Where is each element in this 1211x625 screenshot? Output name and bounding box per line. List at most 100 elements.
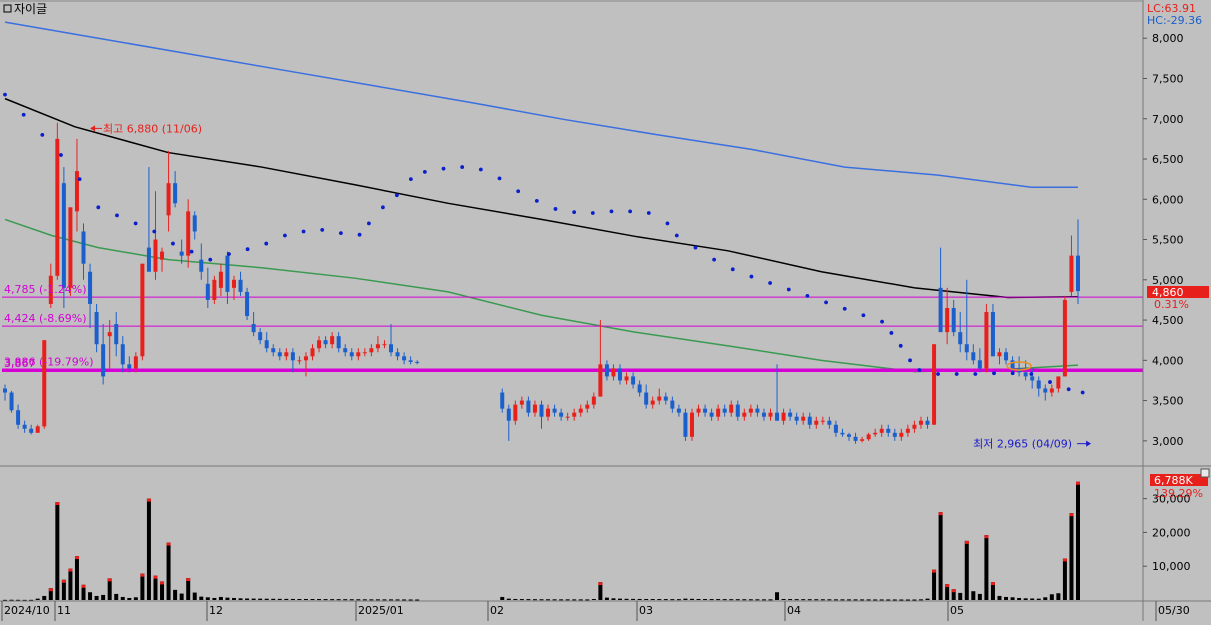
candle-body: [807, 416, 812, 425]
psar-dot: [394, 193, 399, 198]
volume-bar: [539, 599, 544, 601]
volume-bar: [833, 599, 838, 601]
candle-body: [114, 324, 119, 345]
volume-bar: [932, 569, 937, 600]
psar-dot: [842, 306, 847, 311]
candle-body: [389, 344, 394, 353]
volume-bar: [781, 598, 786, 600]
volume-bar: [1004, 596, 1009, 600]
volume-bar: [349, 599, 354, 601]
volume-bar: [709, 599, 714, 601]
volume-bar: [192, 592, 197, 600]
candle-body: [997, 352, 1002, 357]
candle-body: [88, 271, 93, 304]
volume-bar: [415, 599, 420, 601]
volume-bar-cap: [140, 573, 145, 577]
candle-body: [1049, 388, 1054, 393]
volume-bar: [559, 599, 564, 601]
price-tick-label: 3,500: [1152, 395, 1184, 408]
psar-dot: [59, 153, 63, 157]
volume-bar: [513, 598, 518, 600]
volume-bar: [997, 595, 1002, 600]
volume-bar: [140, 573, 145, 600]
candle-body: [245, 291, 250, 317]
volume-bar: [1030, 598, 1035, 600]
volume-bar-cap: [61, 579, 66, 583]
volume-current-change: 139.29%: [1154, 487, 1203, 500]
psar-dot: [646, 211, 651, 215]
volume-bar: [506, 598, 511, 600]
volume-bar: [336, 599, 341, 601]
candle-body: [225, 255, 230, 292]
candle-body: [330, 336, 335, 345]
volume-current-value: 6,788K: [1154, 474, 1193, 487]
volume-bar-cap: [68, 568, 73, 572]
volume-bar: [251, 598, 256, 600]
candle-body: [349, 352, 354, 357]
candle-body: [48, 275, 53, 304]
volume-bar-cap: [107, 578, 112, 582]
candle-body: [611, 368, 616, 377]
volume-bar: [146, 498, 151, 600]
candle-body: [22, 424, 27, 429]
volume-bar: [238, 598, 243, 600]
psar-dot: [674, 233, 679, 238]
volume-bar-cap: [160, 581, 165, 585]
psar-dot: [1066, 387, 1071, 392]
volume-bar: [788, 599, 793, 601]
psar-dot: [1048, 380, 1052, 384]
psar-dot: [805, 294, 810, 298]
volume-bar: [807, 599, 812, 601]
psar-dot: [628, 209, 633, 214]
candle-body: [670, 400, 675, 409]
candle-body: [343, 348, 348, 353]
psar-dot: [115, 213, 119, 218]
close-icon[interactable]: [1200, 468, 1210, 478]
candle-body: [794, 416, 799, 421]
x-tick-label: 11: [57, 604, 71, 617]
volume-panel: [3, 481, 1080, 601]
volume-bar: [35, 598, 40, 600]
candle-body: [951, 307, 956, 333]
psar-dot: [366, 221, 371, 226]
volume-bar: [395, 599, 400, 601]
psar-dot: [572, 210, 577, 215]
volume-bar-cap: [1062, 558, 1067, 562]
high-arrow-icon: [90, 125, 96, 132]
candle-body: [362, 352, 367, 354]
window-checkbox-icon[interactable]: [3, 4, 12, 13]
volume-bar: [231, 597, 236, 600]
psar-dot: [889, 331, 894, 335]
volume-bar: [624, 598, 629, 600]
candle-body: [284, 352, 289, 357]
volume-bar: [107, 578, 112, 600]
volume-bar: [199, 596, 204, 600]
volume-bar-cap: [48, 588, 53, 592]
candle-body: [689, 412, 694, 437]
volume-bar: [173, 589, 178, 600]
volume-bar: [984, 535, 989, 600]
candle-body: [500, 392, 505, 409]
volume-bar: [408, 599, 413, 601]
volume-bar: [977, 593, 982, 600]
candle-body: [192, 215, 197, 232]
volume-bar: [127, 597, 132, 600]
candle-body: [847, 434, 852, 437]
volume-bar: [578, 599, 583, 601]
candle-body: [552, 408, 557, 413]
psar-dot: [1010, 371, 1015, 376]
candle-body: [519, 400, 524, 405]
current-price-value: 4,860: [1152, 286, 1184, 299]
candle-body: [303, 356, 308, 361]
volume-bar: [696, 598, 701, 600]
candle-body: [271, 348, 276, 353]
candle-body: [722, 408, 727, 413]
candle-body: [709, 412, 714, 417]
volume-bar: [735, 599, 740, 601]
volume-bar: [310, 599, 315, 601]
psar-dot: [749, 274, 754, 279]
volume-bar: [362, 599, 367, 601]
volume-bar: [722, 599, 727, 601]
